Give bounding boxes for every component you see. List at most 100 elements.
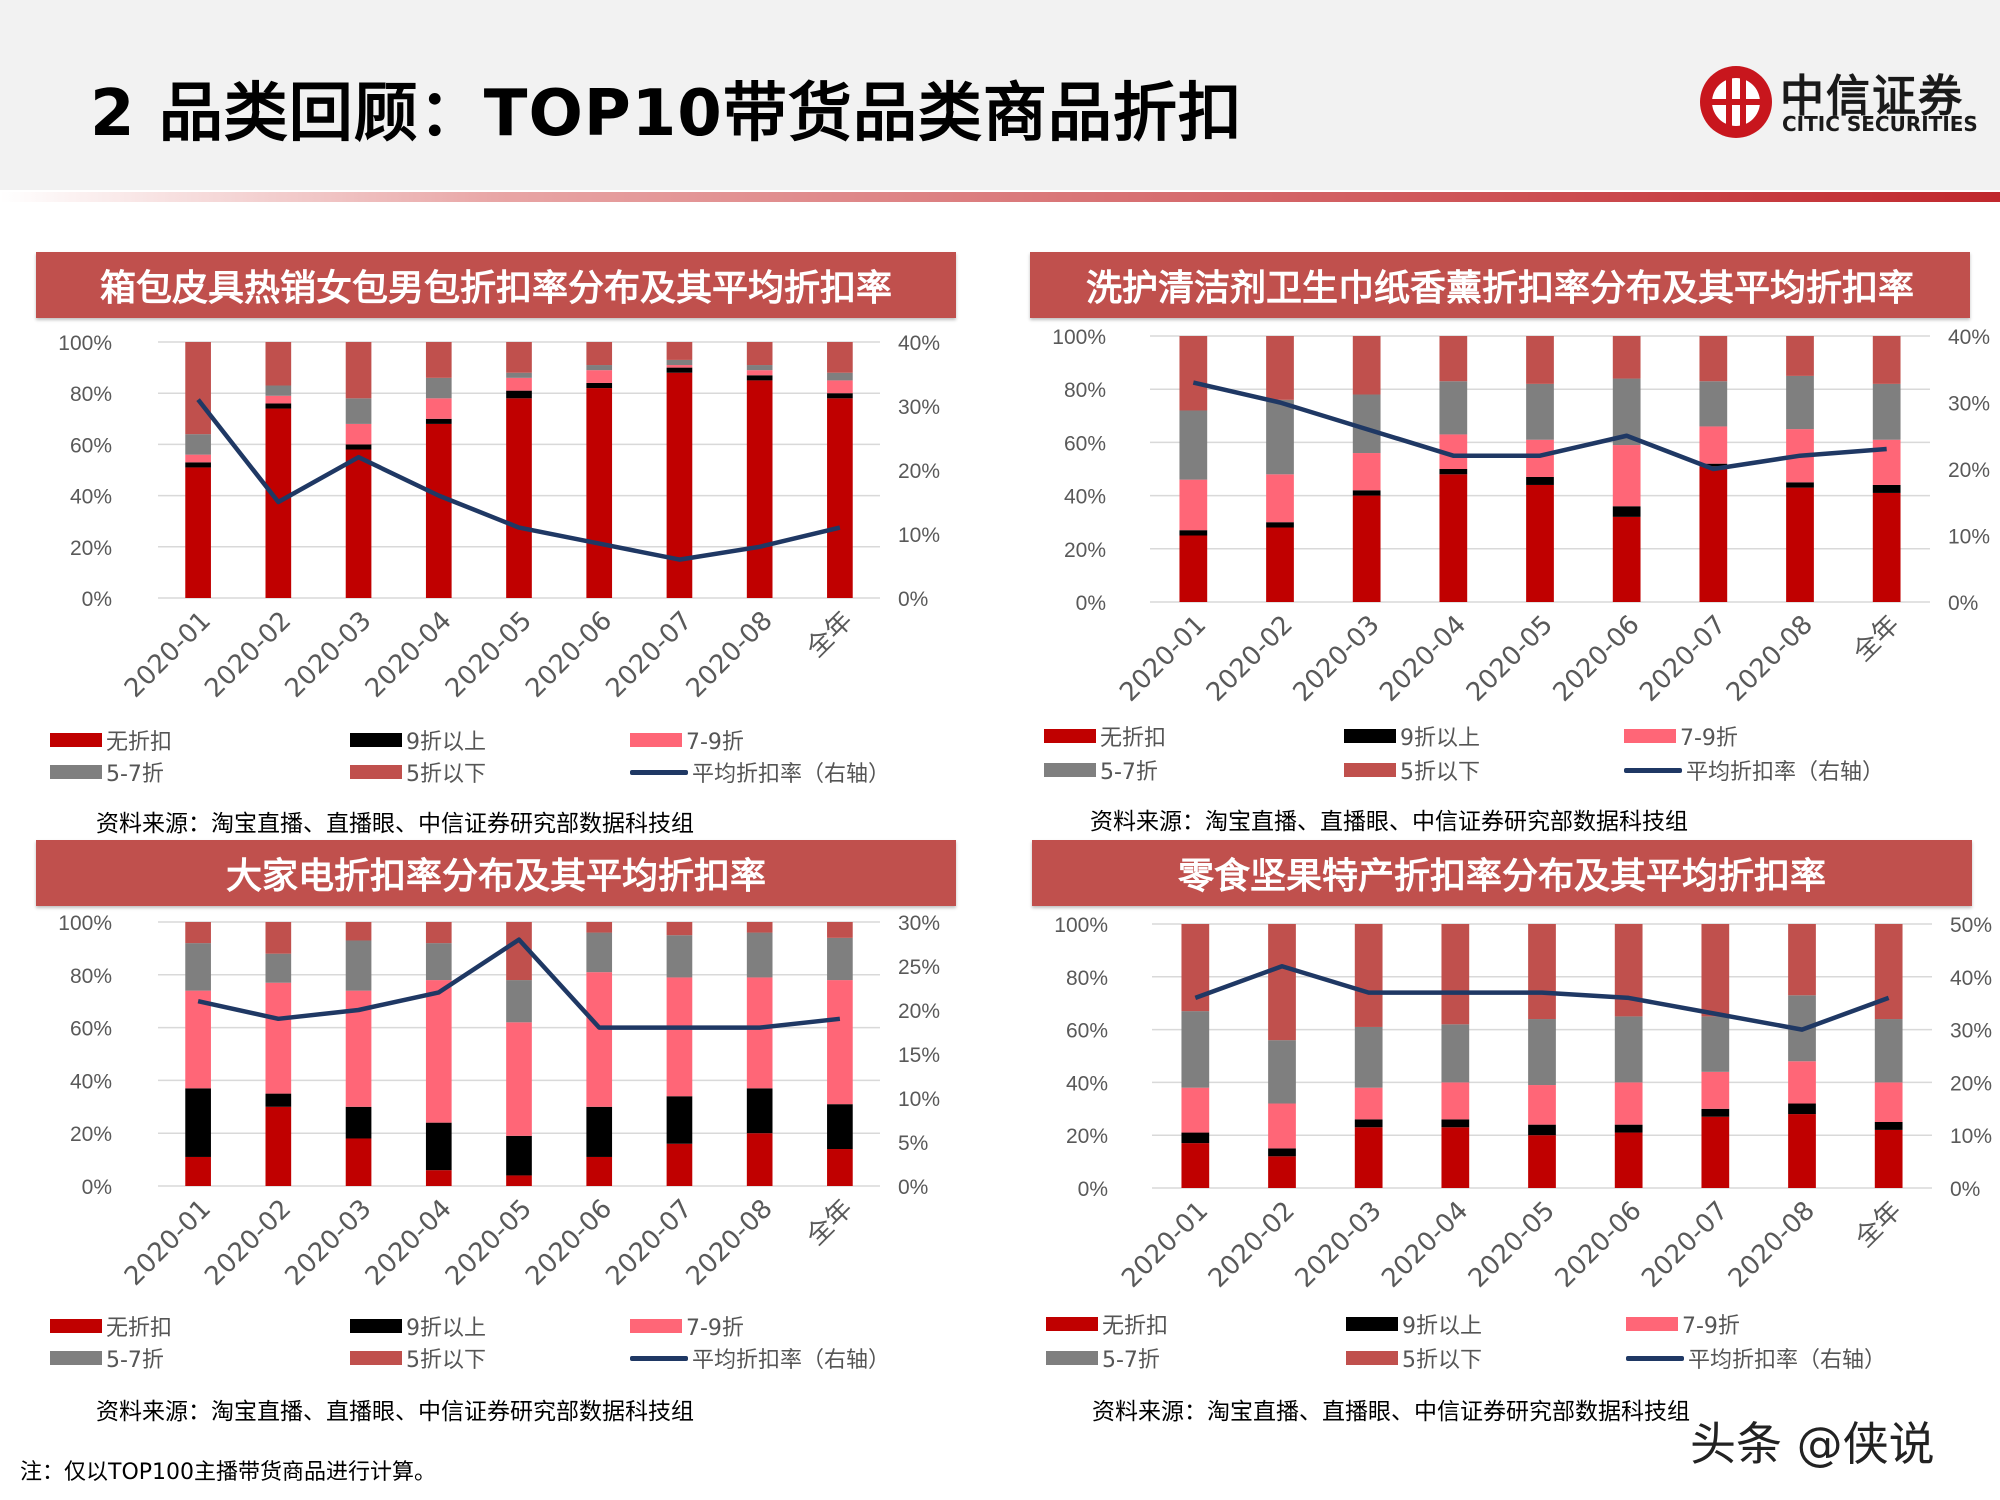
bar-segment — [1526, 336, 1554, 384]
bar-segment — [1354, 1127, 1383, 1188]
legend-item: 7-9折 — [1624, 720, 1738, 752]
bar-segment — [425, 377, 452, 399]
legend-item: 7-9折 — [630, 1310, 744, 1342]
bar-segment — [746, 977, 773, 1089]
legend-item: 平均折扣率（右轴） — [1624, 754, 1884, 786]
bar-segment — [1266, 474, 1294, 523]
bar-segment — [265, 922, 292, 954]
bar-segment — [345, 940, 372, 991]
bar-segment — [506, 372, 532, 378]
legend-item: 7-9折 — [1626, 1308, 1740, 1340]
legend-item: 5-7折 — [1046, 1342, 1160, 1374]
chart-panel-cleaning: 洗护清洁剂卫生巾纸香薰折扣率分布及其平均折扣率 0% 20% 40% 60% 80% 10… — [1030, 252, 1990, 852]
bar-segment — [265, 1093, 292, 1107]
bar-segment — [1181, 924, 1210, 1012]
bar-segment — [1788, 924, 1816, 996]
bar-segment — [425, 943, 452, 981]
legend-swatch — [1044, 763, 1096, 777]
bar-segment — [1352, 394, 1381, 454]
legend-swatch — [1346, 1351, 1398, 1365]
legend-swatch — [1624, 729, 1676, 743]
bar-segment — [1614, 1082, 1643, 1125]
bar-segment — [345, 342, 372, 399]
bar-segment — [1354, 1087, 1383, 1120]
bar-segment — [345, 1138, 372, 1186]
x-tick-label: 2020-04 — [360, 1194, 458, 1292]
header-band — [0, 0, 2000, 190]
y-left-tick-label: 20% — [70, 1123, 112, 1146]
y-right-tick-label: 30% — [1950, 1020, 1992, 1043]
bar-segment — [827, 922, 853, 938]
legend-swatch — [630, 769, 688, 775]
legend-item: 9折以上 — [350, 1310, 486, 1342]
y-right-tick-label: 0% — [1950, 1178, 1980, 1201]
chart-source: 资料来源：淘宝直播、直播眼、中信证券研究部数据科技组 — [96, 1399, 694, 1425]
bar-segment — [746, 342, 773, 366]
bar-segment — [1439, 381, 1468, 435]
bar-segment — [586, 370, 613, 383]
citic-emblem-icon — [1700, 66, 1772, 138]
legend-swatch — [50, 1351, 102, 1365]
bar-segment — [265, 1106, 292, 1186]
bar-segment — [1872, 336, 1901, 384]
watermark: 头条 @侠说 — [1690, 1417, 1935, 1471]
bar-segment — [265, 982, 292, 1094]
bar-segment — [746, 380, 773, 598]
bar-segment — [1268, 924, 1296, 1041]
bar-segment — [666, 372, 693, 598]
bar-segment — [425, 398, 452, 419]
bar-segment — [1786, 336, 1814, 376]
legend-label: 7-9折 — [686, 730, 744, 755]
y-right-tick-label: 10% — [1948, 526, 1990, 549]
x-tick-label: 2020-03 — [1288, 610, 1386, 708]
legend-label: 5-7折 — [1100, 760, 1158, 785]
bar-segment — [1441, 1082, 1470, 1120]
bar-segment — [586, 972, 613, 1107]
x-tick-label: 全年 — [801, 606, 859, 664]
legend-item: 平均折扣率（右轴） — [630, 756, 890, 788]
bar-segment — [1612, 445, 1641, 507]
y-left-tick-label: 20% — [1064, 539, 1106, 562]
bar-segment — [586, 922, 613, 933]
logo-chinese-text: 中信证券 — [1780, 71, 1964, 122]
bar-segment — [827, 372, 853, 381]
bar-segment — [1788, 1114, 1816, 1188]
y-right-tick-label: 0% — [1948, 592, 1978, 615]
bar-segment — [185, 434, 211, 455]
bar-segment — [185, 467, 211, 598]
y-right-tick-label: 15% — [898, 1044, 940, 1067]
legend-label: 7-9折 — [686, 1316, 744, 1341]
bar-segment — [345, 922, 372, 941]
legend-item: 平均折扣率（右轴） — [1626, 1342, 1886, 1374]
legend-label: 平均折扣率（右轴） — [1688, 1348, 1887, 1373]
bar-segment — [746, 1133, 773, 1186]
y-right-tick-label: 10% — [1950, 1125, 1992, 1148]
bar-segment — [1354, 924, 1383, 1027]
legend-label: 5折以下 — [406, 762, 486, 787]
bar-segment — [1268, 1148, 1296, 1157]
chart-source: 资料来源：淘宝直播、直播眼、中信证券研究部数据科技组 — [1092, 1399, 1690, 1425]
legend-swatch — [1346, 1317, 1398, 1331]
bar-segment — [1352, 490, 1381, 496]
bar-segment — [666, 1143, 693, 1186]
legend-swatch — [630, 1355, 688, 1361]
bar-segment — [827, 1104, 853, 1150]
bar-segment — [1874, 924, 1903, 1020]
y-right-tick-label: 30% — [898, 396, 940, 419]
y-right-tick-label: 5% — [898, 1132, 928, 1155]
legend-label: 9折以上 — [406, 1316, 486, 1341]
chart-plot: 0%20%40%60%80%100%0%10%20%30%40%2020-012… — [1052, 326, 1990, 708]
x-tick-label: 2020-01 — [1116, 1196, 1214, 1294]
y-right-tick-label: 10% — [898, 524, 940, 547]
y-right-tick-label: 0% — [898, 588, 928, 611]
chart-source: 资料来源：淘宝直播、直播眼、中信证券研究部数据科技组 — [96, 811, 694, 837]
chart-panel-snacks: 零食坚果特产折扣率分布及其平均折扣率 0% 20% 40% 60% 80% 100% 0% 1… — [1032, 840, 1992, 1440]
legend-label: 5折以下 — [406, 1348, 486, 1373]
x-tick-label: 2020-03 — [279, 606, 377, 704]
y-left-tick-label: 0% — [82, 1176, 112, 1199]
series-line-average — [197, 937, 841, 1030]
bar-segment — [265, 403, 292, 409]
x-tick-label: 2020-02 — [199, 606, 297, 704]
bar-segment — [506, 398, 532, 598]
legend-item: 5-7折 — [50, 1342, 164, 1374]
